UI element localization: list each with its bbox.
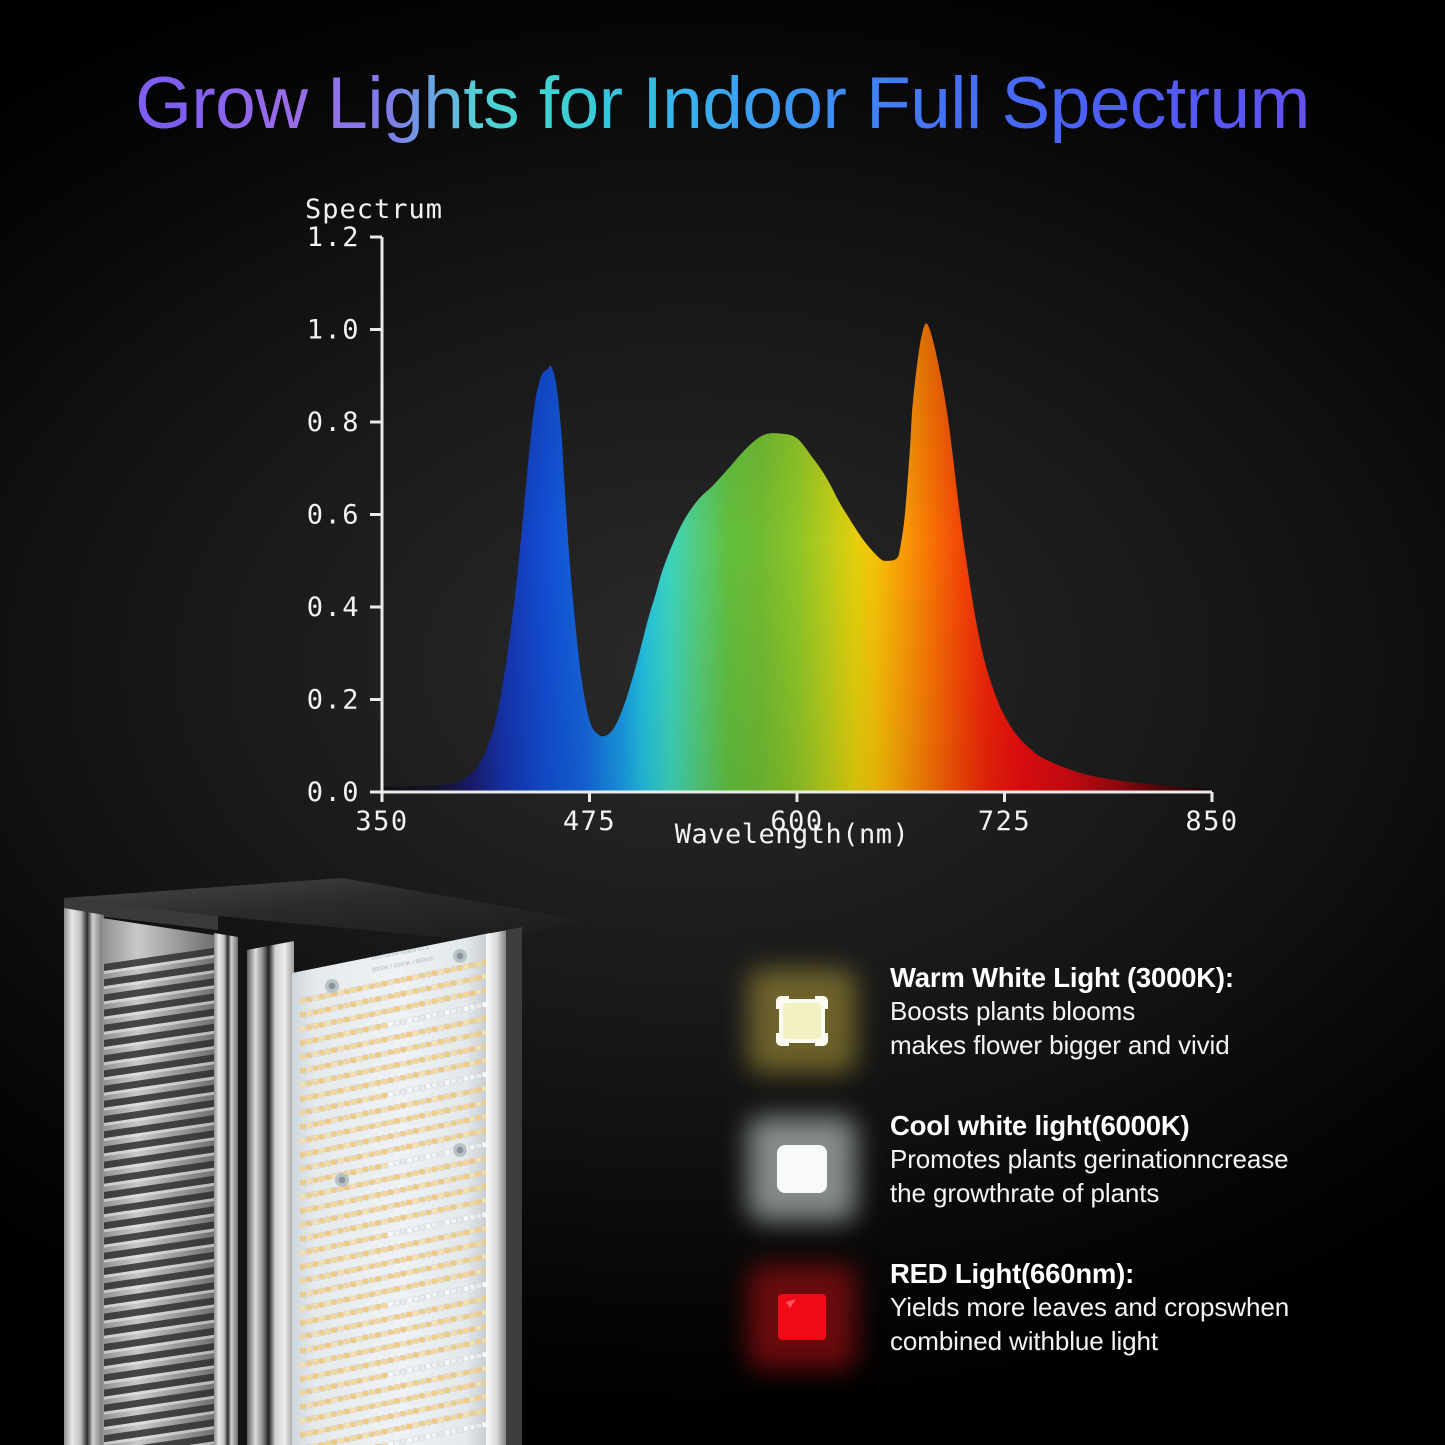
cool-white-led-icon [742, 1114, 862, 1224]
feature-desc-line1: Boosts plants blooms [890, 996, 1136, 1027]
grow-light-fixture: LED Grow Board v2.1 3000K / 6000K / 660n… [64, 878, 582, 1445]
feature-warm-white: Warm White Light (3000K): Boosts plants … [742, 960, 1402, 1080]
y-tick-label: 1.0 [307, 315, 360, 346]
y-tick-marks [370, 235, 382, 794]
x-tick-label: 725 [978, 806, 1031, 837]
x-axis-title: Wavelength(nm) [675, 819, 910, 850]
fixture-right-shadow [506, 927, 522, 1445]
y-tick-label: 0.4 [307, 592, 360, 623]
feature-cool-white: Cool white light(6000K) Promotes plants … [742, 1108, 1402, 1228]
feature-title: Warm White Light (3000K): [890, 962, 1234, 993]
y-tick-label: 0.6 [307, 500, 360, 531]
feature-desc-line1: Yields more leaves and cropswhen [890, 1292, 1290, 1323]
spectrum-curve-shading [382, 323, 1212, 792]
led-chip-shape [777, 1145, 827, 1193]
y-tick-label: 0.8 [307, 407, 360, 438]
fixture-top-plate [64, 878, 582, 942]
y-tick-label: 1.2 [307, 222, 360, 253]
y-tick-label: 0.0 [307, 777, 360, 808]
x-tick-label: 850 [1185, 806, 1238, 837]
x-tick-label: 350 [355, 806, 408, 837]
feature-desc-line1: Promotes plants gerinationncrease [890, 1144, 1289, 1175]
fixture-mid-rail [247, 941, 294, 1445]
y-tick-labels: 0.0 0.2 0.4 0.6 0.8 1.0 1.2 [307, 222, 360, 808]
feature-title: RED Light(660nm): [890, 1258, 1135, 1289]
fixture-top-plate-edge [64, 898, 218, 930]
fixture-right-edge [486, 930, 508, 1445]
warm-white-led-icon [742, 966, 862, 1076]
feature-desc-line2: makes flower bigger and vivid [890, 1030, 1230, 1061]
y-axis-title: Spectrum [305, 194, 443, 225]
feature-desc-line2: the growthrate of plants [890, 1178, 1160, 1209]
page-title: Grow Lights for Indoor Full Spectrum [0, 62, 1445, 145]
y-tick-label: 0.2 [307, 685, 360, 716]
x-tick-marks [380, 792, 1214, 802]
heatsink-fins [104, 947, 218, 1445]
led-chip-shape [776, 996, 828, 1046]
x-tick-label: 600 [770, 806, 823, 837]
x-tick-labels: 350 475 600 725 850 [355, 806, 1238, 837]
feature-red: RED Light(660nm): Yields more leaves and… [742, 1256, 1402, 1376]
feature-desc-line2: combined withblue light [890, 1326, 1158, 1357]
feature-title: Cool white light(6000K) [890, 1110, 1190, 1141]
spectrum-chart: Spectrum 0.0 0.2 0.4 0.6 0.8 1.0 1.2 350 475 600… [305, 194, 1238, 850]
x-tick-label: 475 [563, 806, 616, 837]
feature-list: Warm White Light (3000K): Boosts plants … [742, 960, 1402, 1404]
fixture-fin-front-rail [214, 933, 238, 1445]
red-led-icon [742, 1262, 862, 1372]
led-chip-shape [778, 1294, 826, 1340]
fixture-left-rail [64, 908, 104, 1445]
